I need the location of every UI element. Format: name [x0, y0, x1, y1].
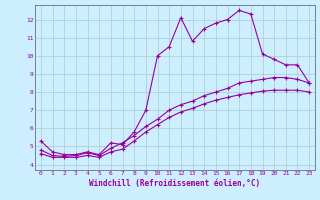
X-axis label: Windchill (Refroidissement éolien,°C): Windchill (Refroidissement éolien,°C) — [89, 179, 260, 188]
